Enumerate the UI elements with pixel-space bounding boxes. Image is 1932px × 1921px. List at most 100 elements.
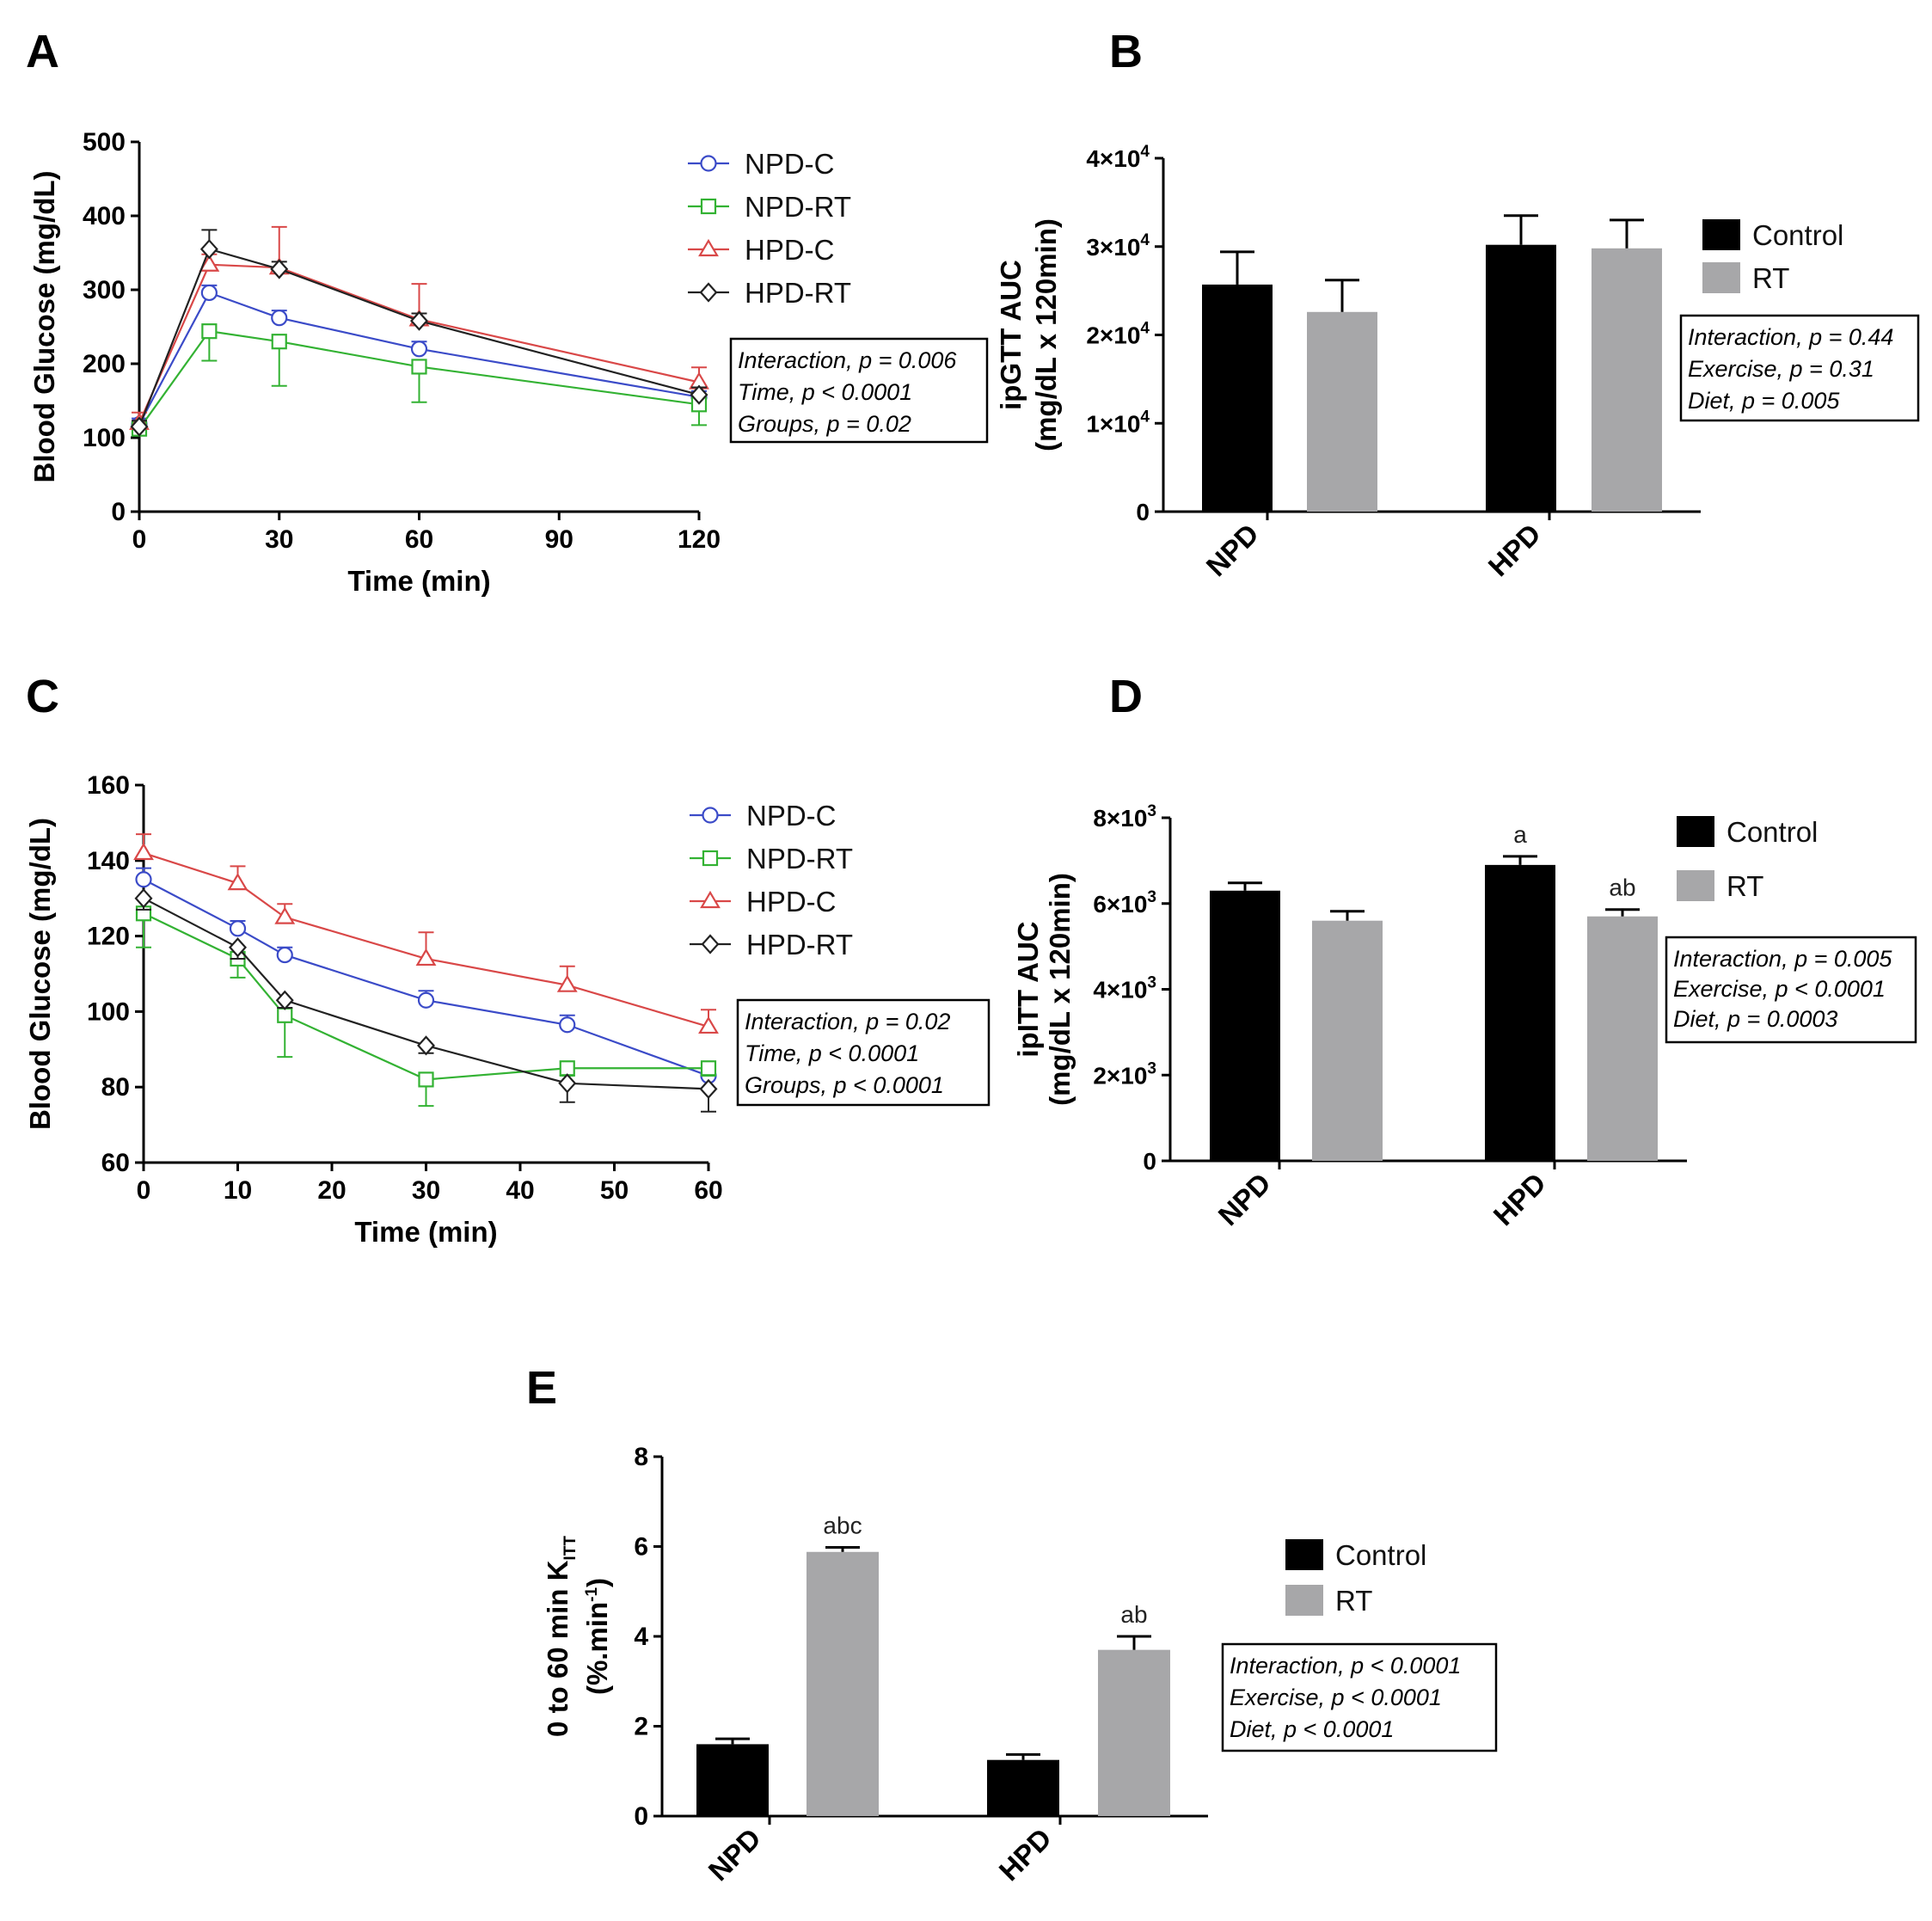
- chart-c-y-tick-label-160: 160: [87, 771, 130, 800]
- chart-c-legend-marker-hpd-c: [700, 890, 721, 909]
- chart-a-point-npd-rt-30: [271, 334, 287, 350]
- chart-d-y-tick-exp-2000: 3: [1147, 1059, 1156, 1077]
- chart-d-y-tick-base-4000: 4×10: [1093, 977, 1147, 1003]
- chart-d-y-tick-base-8000: 8×10: [1093, 805, 1147, 832]
- chart-b-legend-swatch-rt: [1702, 262, 1740, 293]
- chart-b-legend-label-rt: RT: [1752, 262, 1789, 294]
- chart-a-point-hpd-rt-0: [130, 416, 149, 437]
- chart-b-stats-line-2: Exercise, p = 0.31: [1688, 356, 1874, 382]
- chart-b-legend-label-control: Control: [1752, 219, 1843, 251]
- chart-c-line-hpd-c: [143, 851, 709, 1028]
- chart-e-stats-line-2: Exercise, p < 0.0001: [1230, 1685, 1442, 1710]
- chart-d-y-axis-title-main: ipITT AUC: [1012, 921, 1044, 1057]
- chart-d-y-axis-title-line1: ipITT AUC: [1012, 921, 1044, 1057]
- chart-a-y-tick-label-100: 100: [83, 424, 126, 452]
- chart-c-legend-marker-npd-c: [702, 807, 719, 824]
- panel-letter-d: D: [1109, 671, 1143, 722]
- chart-a-point-npd-c-15: [200, 284, 218, 302]
- chart-e-y-tick-base-4: 4: [634, 1623, 648, 1651]
- chart-a-point-npd-c-60: [410, 341, 428, 358]
- chart-b-y-tick-exp-20000: 4: [1140, 320, 1150, 338]
- chart-d-stats-line-1: Interaction, p = 0.005: [1673, 946, 1892, 972]
- chart-b-y-tick-base-30000: 3×10: [1086, 234, 1140, 261]
- chart-e-bar-npd-control: [696, 1744, 769, 1816]
- chart-c-series-npd-c: [135, 867, 717, 1084]
- chart-c-point-npd-c-45: [559, 1016, 576, 1034]
- chart-c-stats-box: [736, 998, 991, 1107]
- chart-e-y-axis-title-sub: ITT: [561, 1536, 580, 1561]
- chart-d-y-tick-base-2000: 2×10: [1093, 1062, 1147, 1089]
- chart-c-stats-line-1: Interaction, p = 0.02: [745, 1009, 950, 1034]
- chart-a-series-hpd-rt: [130, 229, 708, 437]
- chart-c-series-hpd-rt: [134, 888, 718, 1113]
- chart-b-y-tick-exp-30000: 4: [1140, 231, 1150, 249]
- chart-e-y-axis-title-sup: -1: [583, 1587, 601, 1602]
- chart-c-point-hpd-rt-10: [229, 937, 247, 958]
- chart-d-legend-swatch-control: [1677, 816, 1714, 847]
- chart-e-legend-swatch-rt: [1285, 1585, 1323, 1616]
- chart-a-point-npd-rt-15: [201, 323, 218, 340]
- chart-e-y-tick-label-2: 2: [634, 1713, 648, 1741]
- chart-a-point-npd-rt-60: [411, 359, 427, 375]
- chart-d-y-tick-label-4000: 4×103: [1093, 974, 1156, 1003]
- chart-c-point-npd-rt-60: [700, 1060, 717, 1077]
- chart-e-y-axis-title-main: 0 to 60 min K: [542, 1560, 573, 1737]
- chart-e-y-tick-label-8: 8: [634, 1443, 648, 1471]
- chart-c-x-axis-title: Time (min): [354, 1216, 497, 1248]
- chart-b-y-tick-base-20000: 2×10: [1086, 322, 1140, 349]
- chart-a-legend-label-hpd-rt: HPD-RT: [745, 277, 851, 309]
- chart-d-legend-label-control: Control: [1727, 816, 1818, 848]
- chart-b-bar-npd-control: [1202, 284, 1273, 512]
- chart-e-y-tick-base-0: 0: [634, 1802, 648, 1831]
- chart-c-y-tick-label-80: 80: [101, 1073, 130, 1102]
- chart-c-line-hpd-rt: [143, 897, 709, 1090]
- chart-c-stats-line-3: Groups, p < 0.0001: [745, 1072, 944, 1098]
- chart-b-y-tick-exp-10000: 4: [1140, 408, 1150, 426]
- chart-d-bar-hpd-rt: [1587, 916, 1658, 1161]
- chart-c-point-hpd-c-10: [227, 872, 248, 891]
- chart-b-y-tick-label-30000: 3×104: [1086, 231, 1150, 261]
- chart-a-y-tick-label-300: 300: [83, 276, 126, 304]
- chart-d-y-tick-exp-4000: 3: [1147, 974, 1156, 992]
- chart-d-bar-npd-rt: [1312, 920, 1383, 1161]
- chart-a-y-tick-label-0: 0: [111, 498, 126, 526]
- chart-e-y-axis-title-units: (%.min: [581, 1602, 613, 1695]
- chart-b-y-axis-title-main: ipGTT AUC: [995, 260, 1027, 410]
- panel-letter-b: B: [1109, 26, 1143, 77]
- chart-d-y-tick-label-8000: 8×103: [1093, 802, 1156, 832]
- chart-d-y-axis-title-units: (mg/dL x 120min): [1044, 873, 1076, 1106]
- chart-c-stats-line-2: Time, p < 0.0001: [745, 1040, 919, 1066]
- chart-d-y-tick-base-0: 0: [1143, 1148, 1156, 1175]
- chart-e-bar-hpd-control: [987, 1759, 1059, 1816]
- chart-a-x-tick-label-90: 90: [545, 525, 573, 554]
- chart-a-x-tick-label-60: 60: [405, 525, 433, 554]
- chart-e-bar-hpd-rt: [1098, 1649, 1170, 1816]
- chart-c-point-hpd-c-15: [274, 906, 296, 924]
- chart-a-stats-line-2: Time, p < 0.0001: [738, 379, 912, 405]
- chart-e-y-axis-title-line2: (%.min-1): [581, 1578, 613, 1695]
- chart-e-stats-line-1: Interaction, p < 0.0001: [1230, 1653, 1461, 1679]
- chart-a-y-tick-label-400: 400: [83, 202, 126, 230]
- chart-e-stats-line-3: Diet, p < 0.0001: [1230, 1716, 1394, 1742]
- chart-b-y-tick-base-40000: 4×10: [1086, 145, 1140, 172]
- chart-e-legend-label-rt: RT: [1335, 1585, 1372, 1617]
- chart-c-blood-glucose-ipitt: 60 80 100 120 140 160 0 10 20 30 40 50 60 Time (min) B…: [24, 771, 991, 1248]
- chart-a-y-tick-label-200: 200: [83, 350, 126, 378]
- chart-e-y-axis-title-line1: 0 to 60 min KITT: [542, 1536, 580, 1737]
- chart-c-y-axis-title: Blood Glucose (mg/dL): [24, 818, 56, 1130]
- chart-e-legend-swatch-control: [1285, 1539, 1323, 1570]
- panel-letter-e: E: [526, 1362, 557, 1414]
- chart-c-point-npd-c-30: [417, 991, 435, 1009]
- chart-b-bar-hpd-control: [1486, 244, 1556, 512]
- chart-b-y-axis-title-line2: (mg/dL x 120min): [1030, 218, 1062, 451]
- chart-c-legend-marker-npd-rt: [702, 850, 719, 867]
- chart-b-y-tick-base-0: 0: [1136, 499, 1150, 525]
- chart-c-point-hpd-rt-60: [699, 1078, 718, 1100]
- chart-c-point-hpd-c-0: [133, 842, 154, 861]
- chart-a-legend-label-hpd-c: HPD-C: [745, 234, 835, 266]
- chart-a-point-hpd-rt-15: [199, 239, 218, 260]
- chart-a-point-hpd-rt-60: [410, 310, 428, 331]
